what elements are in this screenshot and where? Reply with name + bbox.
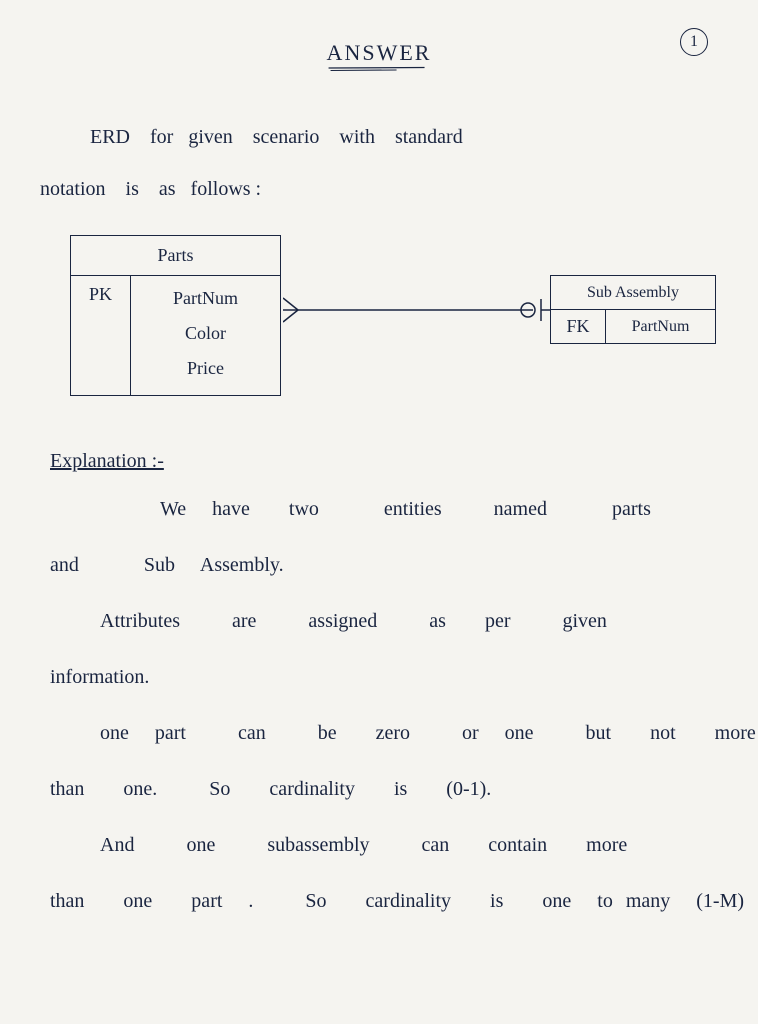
exp-line-3: information. xyxy=(50,649,718,705)
title-underline xyxy=(327,66,427,72)
relationship-connector xyxy=(283,285,563,345)
page-number-circle: 1 xyxy=(680,28,708,56)
parts-attr-2: Price xyxy=(187,358,224,379)
exp-line-5: than one. So cardinality is (0-1). xyxy=(50,761,718,817)
intro-line-1: ERD for given scenario with standard xyxy=(90,111,718,163)
title-block: ANSWER xyxy=(327,40,432,66)
exp-line-6: And one subassembly can contain more xyxy=(50,817,718,873)
exp-line-1: and Sub Assembly. xyxy=(50,537,718,593)
parts-header: Parts xyxy=(71,236,281,276)
subassembly-entity-table: Sub Assembly FK PartNum xyxy=(550,275,716,344)
intro-line-2: notation is as follows : xyxy=(40,163,718,215)
exp-line-4: one part can be zero or one but not more xyxy=(50,705,718,761)
subassembly-header: Sub Assembly xyxy=(551,276,716,310)
explanation-body: We have two entities named parts and Sub… xyxy=(40,481,718,929)
explanation-heading: Explanation :- xyxy=(40,450,718,473)
exp-line-7: than one part . So cardinality is one to… xyxy=(50,873,718,929)
exp-line-0: We have two entities named parts xyxy=(50,481,718,537)
subassembly-fk-label: FK xyxy=(551,310,606,344)
parts-attr-0: PartNum xyxy=(173,288,238,309)
parts-entity-table: Parts PK PartNum Color Price xyxy=(70,235,281,396)
exp-line-2: Attributes are assigned as per given xyxy=(50,593,718,649)
erd-diagram: Parts PK PartNum Color Price Sub Assembl… xyxy=(40,225,718,425)
page-title: ANSWER xyxy=(327,40,432,65)
intro-text: ERD for given scenario with standard not… xyxy=(40,111,718,215)
parts-attr-1: Color xyxy=(185,323,226,344)
parts-pk-label: PK xyxy=(71,276,131,396)
page-number: 1 xyxy=(690,33,698,51)
parts-attrs-cell: PartNum Color Price xyxy=(131,276,281,396)
page-container: 1 ANSWER ERD for given scenario with sta… xyxy=(0,0,758,1024)
subassembly-attr: PartNum xyxy=(606,310,716,344)
